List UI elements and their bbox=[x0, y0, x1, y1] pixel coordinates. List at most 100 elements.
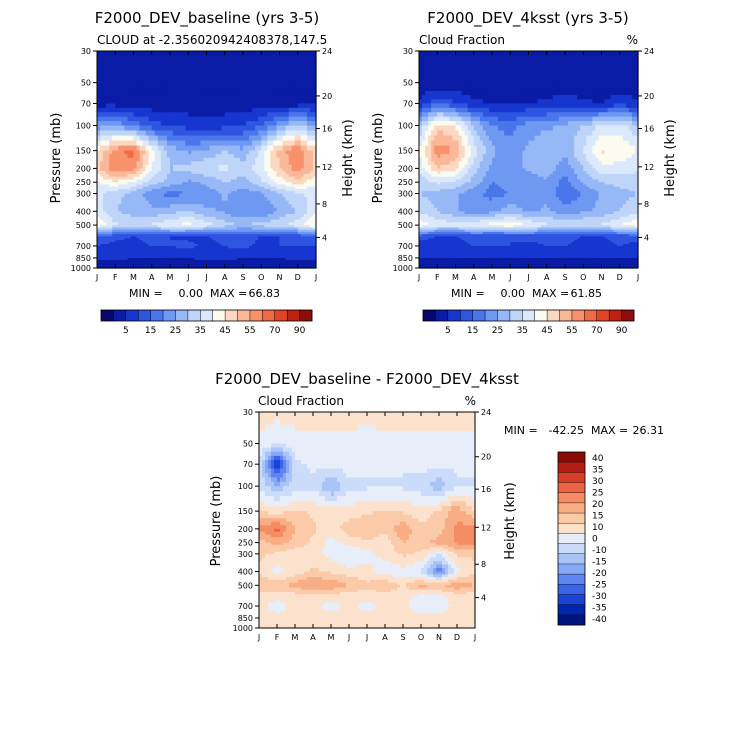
contour-cell bbox=[246, 121, 250, 127]
contour-cell bbox=[109, 214, 113, 218]
contour-cell bbox=[121, 186, 125, 190]
contour-cell bbox=[303, 164, 308, 169]
contour-cell bbox=[279, 112, 284, 118]
contour-cell bbox=[285, 207, 290, 212]
contour-cell bbox=[103, 173, 107, 178]
contour-cell bbox=[124, 140, 129, 147]
contour-cell bbox=[112, 186, 116, 190]
contour-cell bbox=[273, 140, 278, 147]
contour-cell bbox=[291, 214, 296, 218]
contour-cell bbox=[309, 57, 314, 65]
contour-cell bbox=[285, 82, 290, 88]
contour-cell bbox=[154, 154, 159, 159]
contour-cell bbox=[127, 103, 132, 109]
contour-cell bbox=[258, 219, 262, 223]
contour-cell bbox=[303, 130, 308, 137]
contour-cell bbox=[215, 103, 220, 109]
contour-cell bbox=[200, 121, 205, 127]
contour-cell bbox=[176, 69, 180, 77]
contour-cell bbox=[236, 57, 241, 65]
contour-cell bbox=[106, 191, 110, 195]
contour-cell bbox=[148, 154, 153, 159]
contour-cell bbox=[230, 207, 235, 212]
contour-cell bbox=[230, 150, 235, 155]
contour-cell bbox=[160, 179, 165, 183]
contour-cell bbox=[185, 51, 189, 58]
contour-cell bbox=[255, 188, 259, 192]
contour-cell bbox=[276, 130, 281, 137]
contour-cell bbox=[279, 186, 284, 190]
contour-cell bbox=[261, 179, 265, 183]
contour-cell bbox=[139, 69, 144, 77]
contour-cell bbox=[303, 95, 308, 100]
contour-cell bbox=[291, 63, 296, 71]
contour-cell bbox=[312, 211, 317, 215]
contour-cell bbox=[145, 182, 150, 186]
contour-cell bbox=[300, 95, 305, 100]
contour-cell bbox=[151, 168, 156, 172]
contour-cell bbox=[194, 200, 198, 205]
y-tick-label: 500 bbox=[76, 221, 91, 230]
contour-cell bbox=[233, 164, 238, 169]
contour-cell bbox=[312, 154, 317, 159]
contour-cell bbox=[112, 161, 116, 166]
contour-cell bbox=[166, 140, 171, 147]
contour-cell bbox=[215, 82, 220, 88]
contour-cell bbox=[258, 90, 262, 96]
contour-cell bbox=[276, 86, 281, 92]
contour-cell bbox=[103, 90, 107, 96]
contour-cell bbox=[109, 197, 113, 202]
contour-cell bbox=[179, 191, 183, 195]
contour-cell bbox=[136, 140, 141, 147]
contour-cell bbox=[115, 95, 119, 100]
contour-cell bbox=[170, 130, 174, 137]
contour-cell bbox=[258, 216, 262, 221]
contour-cell bbox=[233, 107, 238, 113]
contour-cell bbox=[185, 157, 189, 162]
contour-cell bbox=[191, 145, 195, 152]
contour-cell bbox=[261, 150, 265, 155]
contour-cell bbox=[309, 207, 314, 212]
contour-cell bbox=[258, 173, 262, 178]
contour-cell bbox=[145, 161, 150, 166]
contour-cell bbox=[145, 164, 150, 169]
contour-cell bbox=[151, 157, 156, 162]
contour-cell bbox=[203, 182, 208, 186]
contour-cell bbox=[270, 157, 275, 162]
contour-cell bbox=[118, 121, 122, 127]
contour-cell bbox=[270, 125, 275, 132]
contour-cell bbox=[115, 57, 119, 65]
contour-cell bbox=[279, 63, 284, 71]
contour-cell bbox=[109, 140, 113, 147]
contour-cell bbox=[227, 216, 232, 221]
contour-cell bbox=[261, 193, 265, 198]
contour-cell bbox=[276, 116, 281, 122]
contour-cell bbox=[246, 171, 250, 175]
contour-cell bbox=[288, 82, 293, 88]
contour-cell bbox=[252, 184, 256, 188]
contour-cell bbox=[100, 222, 104, 226]
contour-cell bbox=[118, 135, 122, 142]
contour-cell bbox=[261, 116, 265, 122]
contour-cell bbox=[230, 51, 235, 58]
contour-cell bbox=[148, 219, 153, 223]
contour-cell bbox=[109, 173, 113, 178]
contour-cell bbox=[273, 219, 278, 223]
contour-cell bbox=[224, 161, 229, 166]
contour-cell bbox=[291, 204, 296, 209]
contour-cell bbox=[151, 225, 156, 228]
contour-cell bbox=[224, 90, 229, 96]
contour-cell bbox=[173, 204, 177, 209]
contour-cell bbox=[276, 184, 281, 188]
contour-cell bbox=[212, 121, 217, 127]
contour-cell bbox=[100, 51, 104, 58]
contour-cell bbox=[227, 188, 232, 192]
contour-cell bbox=[160, 211, 165, 215]
contour-cell bbox=[252, 176, 256, 181]
contour-cell bbox=[115, 211, 119, 215]
contour-cell bbox=[148, 95, 153, 100]
contour-cell bbox=[136, 90, 141, 96]
contour-cell bbox=[109, 63, 113, 71]
contour-cell bbox=[160, 135, 165, 142]
contour-cell bbox=[130, 176, 135, 181]
